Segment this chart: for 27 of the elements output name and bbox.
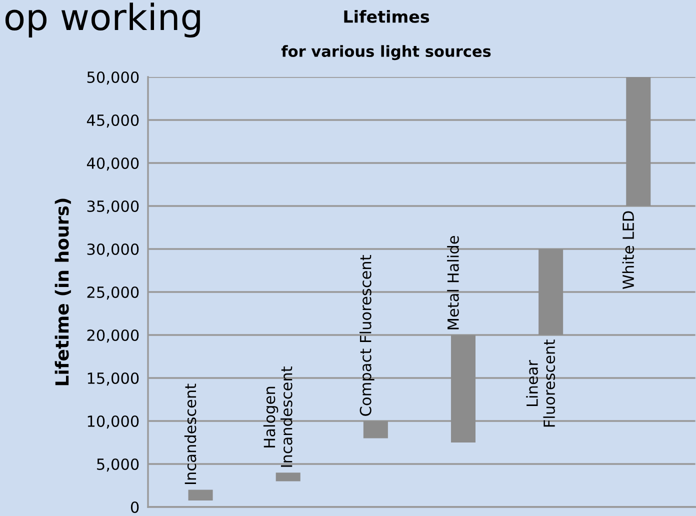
- bar: [450, 335, 476, 442]
- y-tick-label: 5,000: [97, 458, 139, 472]
- bar: [363, 421, 388, 438]
- x-tick-label: White LED: [622, 211, 634, 289]
- x-tick-label: Linear Fluorescent: [526, 340, 556, 427]
- x-tick-label: Metal Halide: [447, 236, 459, 330]
- x-tick-label: Incandescent: [184, 384, 196, 484]
- y-tick-label: 50,000: [87, 71, 139, 85]
- y-tick-label: 40,000: [86, 157, 139, 171]
- chart-subtitle: for various light sources: [281, 45, 491, 60]
- y-tick-label: 10,000: [88, 415, 139, 429]
- y-tick-label: 20,000: [87, 329, 139, 343]
- y-tick-label: 25,000: [87, 286, 139, 300]
- chart-title: Lifetimes: [344, 10, 430, 23]
- bar: [276, 472, 300, 482]
- x-tick-label: Compact Fluorescent: [360, 255, 374, 416]
- y-axis-title: Lifetime (in hours): [54, 198, 71, 386]
- text: op working: [5, 2, 200, 38]
- bar: [188, 490, 213, 501]
- bar: [538, 249, 564, 335]
- y-tick-label: 30,000: [87, 243, 139, 257]
- x-tick-label: Halogen Incandescent: [263, 366, 292, 467]
- bar: [626, 77, 651, 206]
- y-tick-label: 15,000: [88, 372, 139, 386]
- y-tick-label: 45,000: [86, 114, 139, 128]
- y-tick-label: 35,000: [87, 200, 139, 214]
- y-tick-label: 0: [130, 501, 139, 514]
